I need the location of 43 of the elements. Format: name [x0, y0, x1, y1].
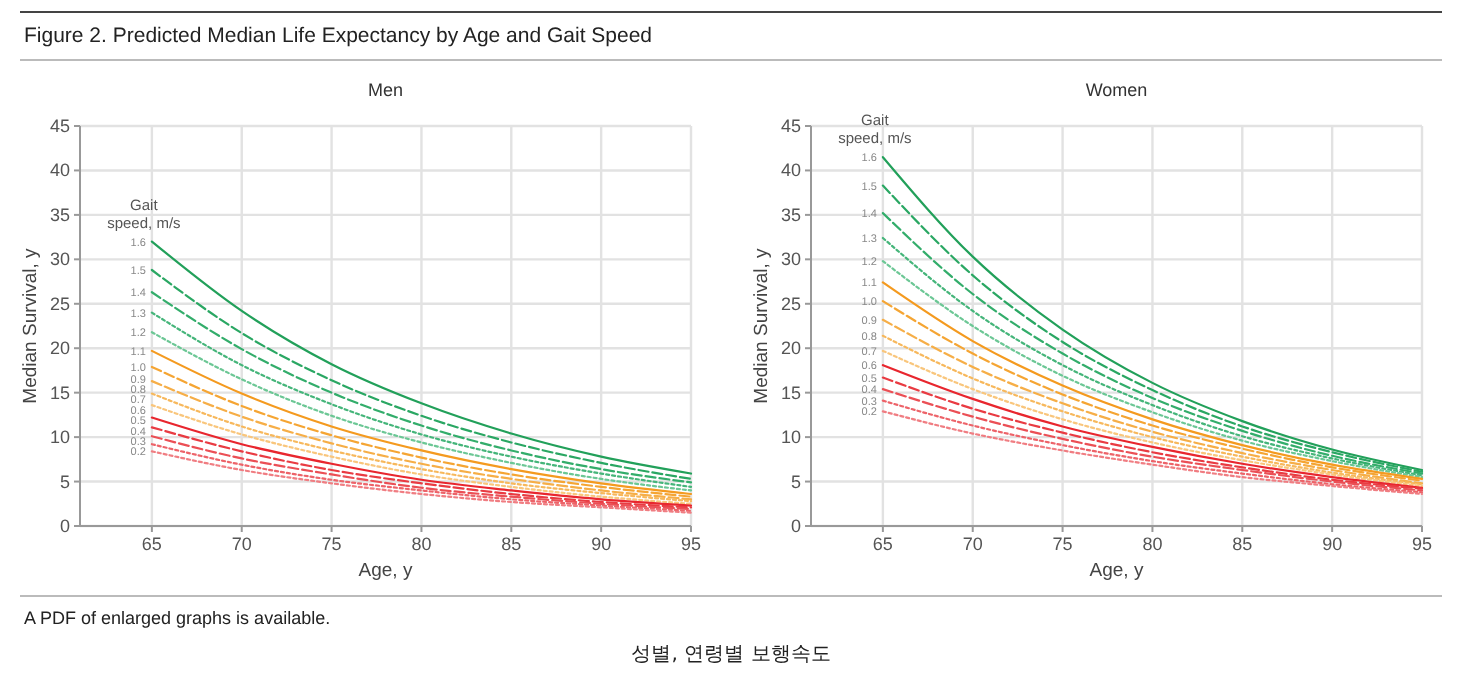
- y-tick-label: 10: [780, 427, 801, 448]
- y-tick-label: 25: [780, 293, 801, 314]
- y-tick-label: 45: [49, 116, 70, 136]
- y-tick-label: 30: [780, 249, 801, 270]
- y-axis-title: Median Survival, y: [751, 247, 773, 404]
- chart-title: Men: [367, 80, 404, 100]
- x-tick-label: 65: [872, 534, 893, 554]
- y-tick-label: 0: [59, 516, 70, 536]
- x-tick-label: 80: [1142, 534, 1163, 554]
- y-tick-label: 15: [49, 382, 70, 403]
- x-tick-label: 85: [501, 534, 522, 554]
- y-tick-label: 20: [780, 338, 801, 359]
- y-tick-label: 25: [49, 293, 70, 314]
- text: 성별, 연령별 보행속도: [631, 644, 831, 666]
- text: A PDF of enlarged graphs is available.: [24, 608, 331, 628]
- x-tick-label: 95: [680, 534, 702, 554]
- y-tick-label: 35: [49, 204, 70, 225]
- y-tick-label: 10: [49, 427, 70, 448]
- y-axis-title: Median Survival, y: [20, 247, 42, 404]
- y-tick-label: 15: [780, 382, 801, 403]
- x-tick-label: 85: [1232, 534, 1253, 554]
- y-tick-label: 35: [780, 204, 801, 225]
- x-tick-label: 65: [141, 534, 162, 554]
- y-tick-label: 30: [49, 249, 70, 270]
- y-tick-label: 40: [780, 160, 801, 181]
- x-tick-label: 90: [591, 534, 612, 554]
- x-axis-title: Age, y: [358, 560, 413, 582]
- chart-title: Women: [1085, 80, 1148, 100]
- x-tick-label: 95: [1411, 534, 1433, 554]
- x-tick-label: 75: [321, 534, 342, 554]
- x-tick-label: 70: [962, 534, 983, 554]
- y-tick-label: 5: [59, 471, 70, 492]
- x-tick-label: 70: [231, 534, 252, 554]
- x-tick-label: 75: [1052, 534, 1073, 554]
- y-tick-label: 40: [49, 160, 70, 181]
- y-tick-label: 20: [49, 338, 70, 359]
- x-tick-label: 80: [411, 534, 432, 554]
- y-tick-label: 5: [790, 471, 801, 492]
- caption: Figure 2. Predicted Median Life Expectancy by Age and Gait Speed: [24, 24, 653, 48]
- y-tick-label: 0: [790, 516, 801, 536]
- x-axis-title: Age, y: [1089, 560, 1144, 582]
- y-tick-label: 45: [780, 116, 801, 136]
- x-tick-label: 90: [1322, 534, 1343, 554]
